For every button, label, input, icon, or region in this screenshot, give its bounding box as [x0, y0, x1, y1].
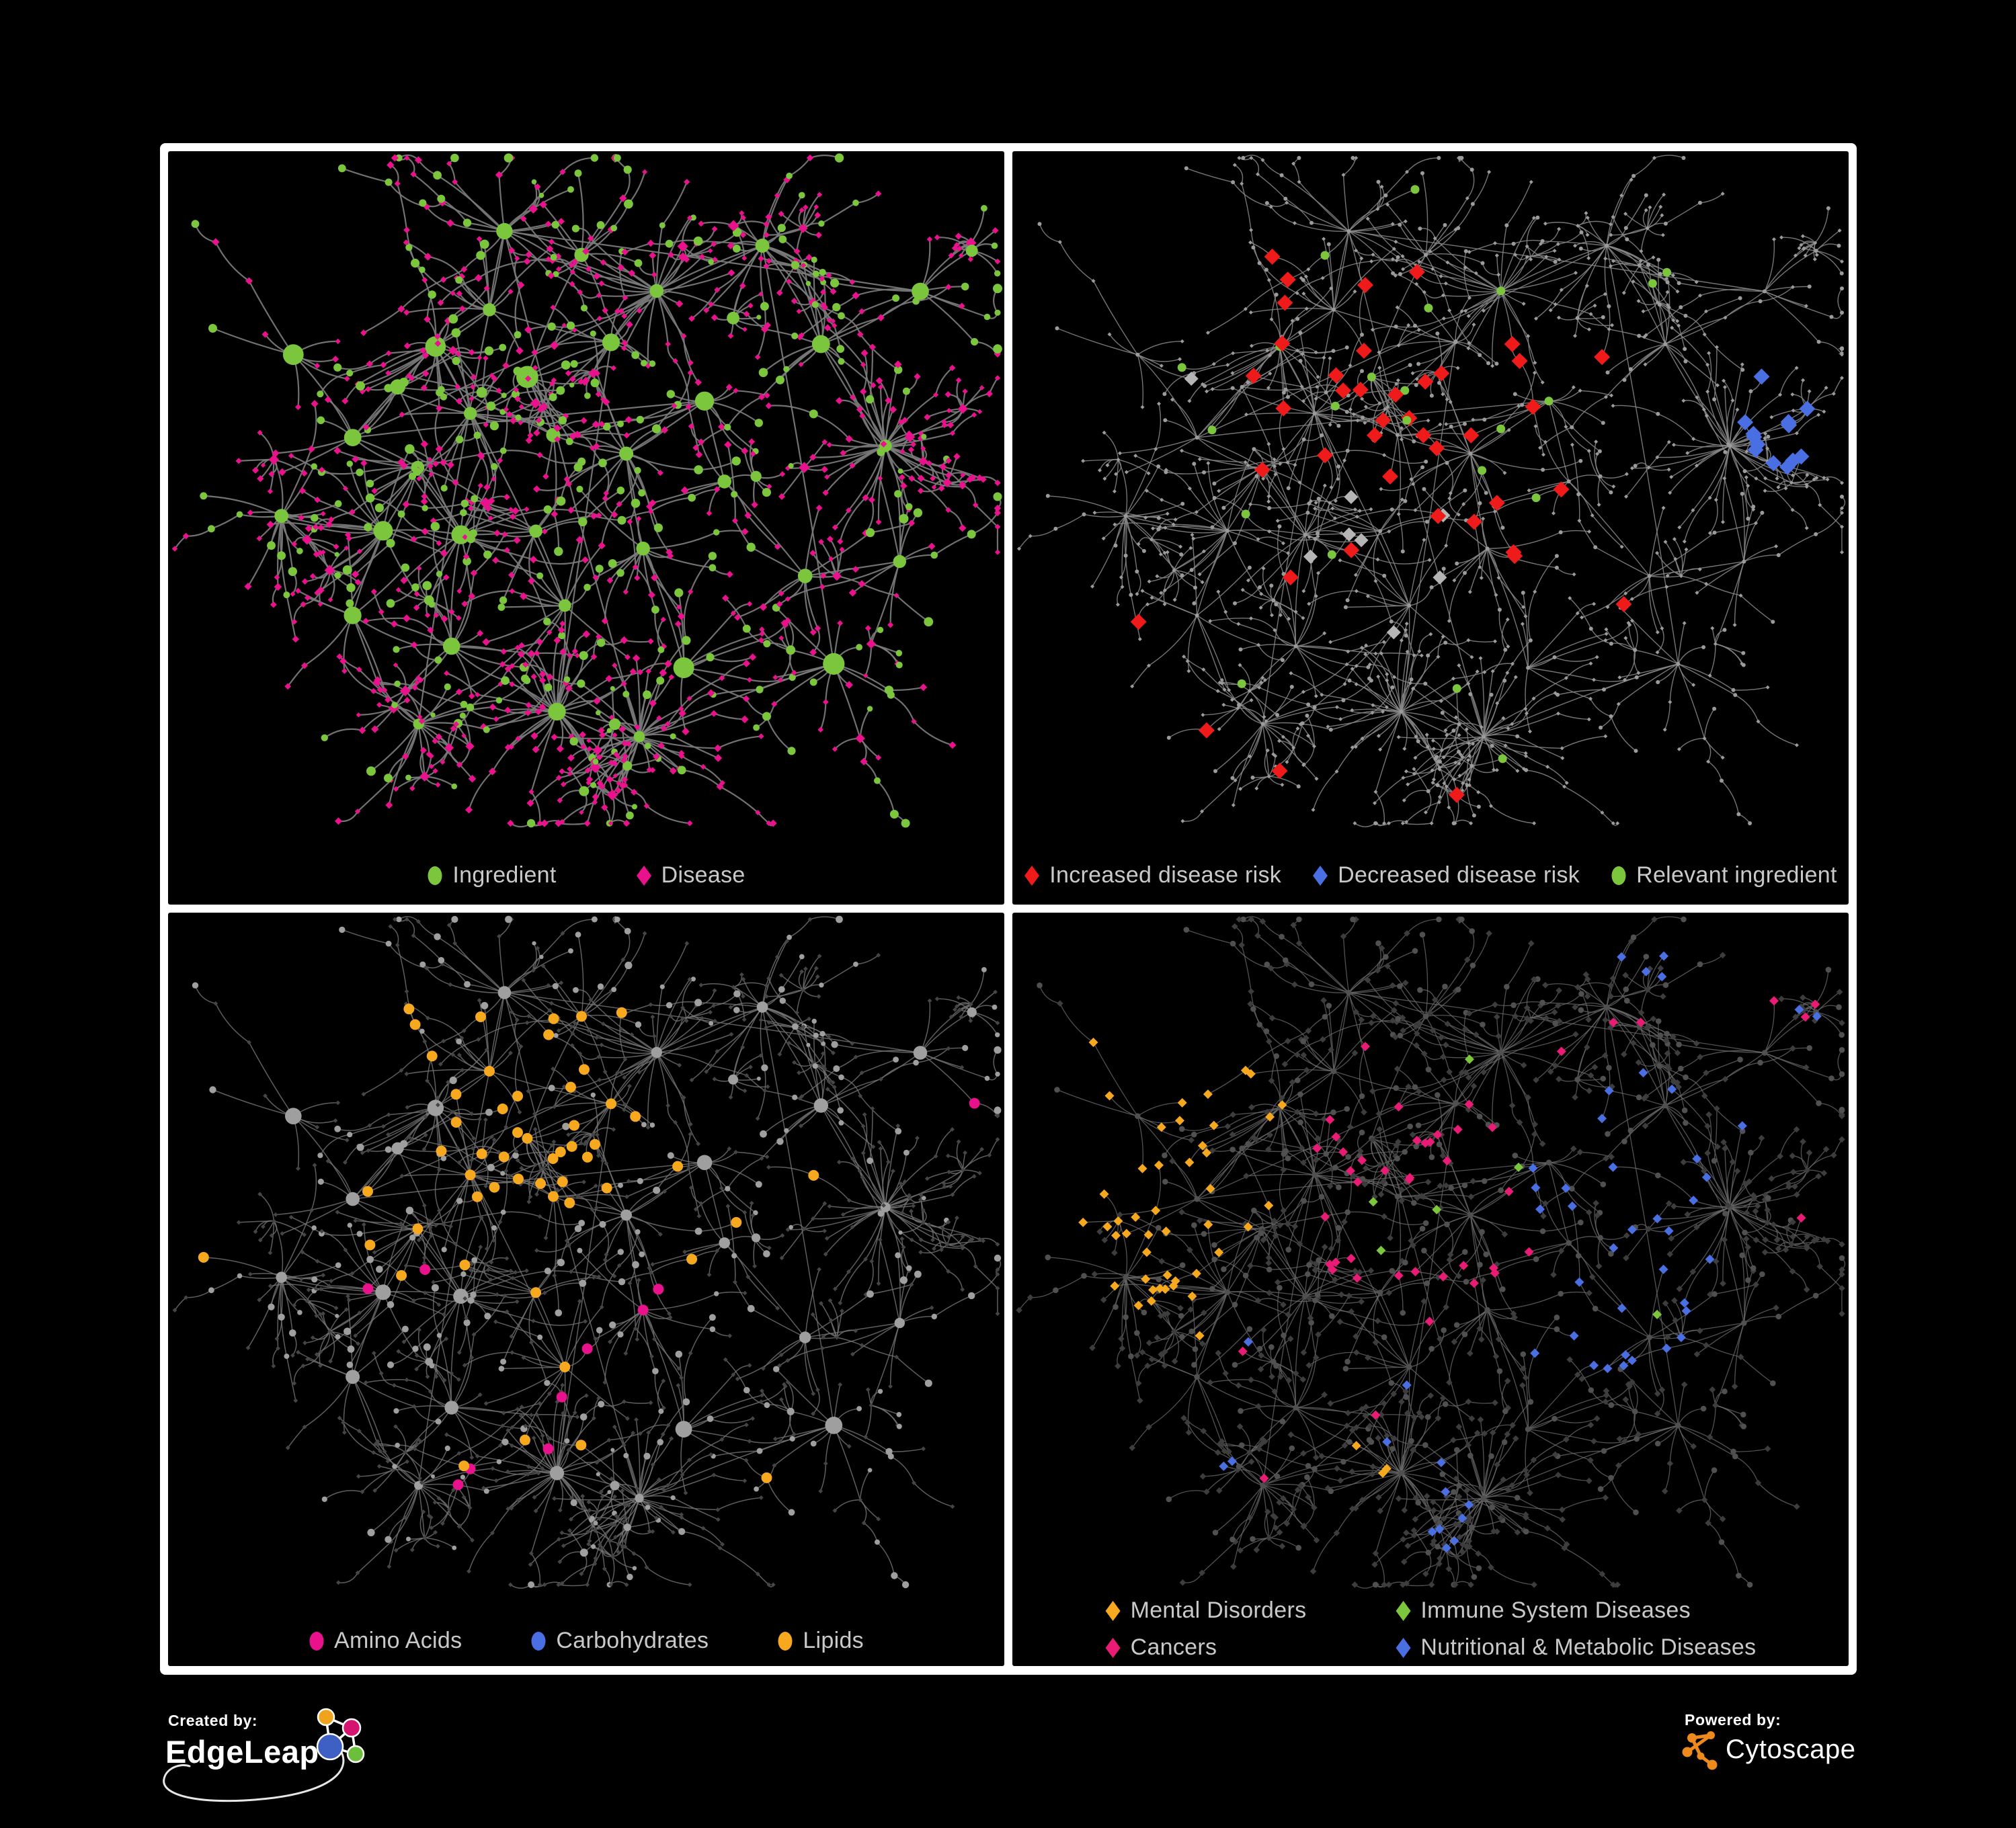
cytoscape-lockup: Cytoscape — [1682, 1729, 1855, 1770]
edgeleap-logo: Created by: EdgeLeap — [161, 1708, 551, 1828]
disease-risk-network — [1017, 155, 1846, 827]
relevant-ingredient-swatch-icon — [1611, 866, 1626, 885]
legend-label: Disease — [661, 862, 745, 888]
legend-label: Ingredient — [452, 862, 557, 888]
lipids-swatch-icon — [778, 1631, 793, 1651]
ingredient-swatch-icon — [428, 866, 442, 885]
legend-item-ingredient: Ingredient — [427, 862, 556, 888]
legend-item-nutritional-metabolic-diseases: Nutritional & Metabolic Diseases — [1395, 1634, 1756, 1661]
legend-label: Mental Disorders — [1130, 1597, 1307, 1623]
panel-grid-frame: Ingredient Disease Increased disease risk… — [160, 143, 1857, 1675]
immune-system-diseases-swatch-icon — [1396, 1600, 1411, 1621]
mental-disorders-swatch-icon — [1105, 1600, 1121, 1621]
ingredient-classes-network — [172, 915, 1002, 1589]
cytoscape-network-icon — [1682, 1731, 1718, 1770]
legend-label: Increased disease risk — [1049, 862, 1282, 888]
legend-item-carbohydrates: Carbohydrates — [530, 1628, 709, 1654]
panel-disease-risk: Increased disease risk Decreased disease … — [1012, 151, 1849, 905]
legend-ingredient-disease: Ingredient Disease — [168, 862, 1004, 888]
legend-item-immune-system-diseases: Immune System Diseases — [1395, 1597, 1691, 1624]
panel-ingredient-classes: Amino Acids Carbohydrates Lipids — [168, 913, 1004, 1666]
ingredient-disease-network — [171, 153, 1002, 828]
legend-ingredient-classes: Amino Acids Carbohydrates Lipids — [168, 1628, 1004, 1654]
panel-ingredient-disease: Ingredient Disease — [168, 151, 1004, 905]
legend-label: Carbohydrates — [556, 1628, 709, 1653]
increased-disease-risk-swatch-icon — [1024, 865, 1040, 886]
carbohydrates-swatch-icon — [531, 1631, 546, 1651]
legend-label: Lipids — [803, 1628, 864, 1653]
legend-label: Nutritional & Metabolic Diseases — [1420, 1634, 1757, 1660]
legend-label: Cancers — [1130, 1634, 1217, 1660]
amino-acids-swatch-icon — [309, 1631, 324, 1651]
created-by-label: Created by: — [168, 1712, 258, 1729]
edgeleap-network-icon — [316, 1708, 365, 1763]
legend-item-lipids: Lipids — [777, 1628, 864, 1654]
legend-item-mental-disorders: Mental Disorders — [1105, 1597, 1307, 1624]
cytoscape-wordmark: Cytoscape — [1726, 1734, 1856, 1764]
panel-disease-classes: Mental Disorders Immune System Diseases Ca… — [1012, 913, 1849, 1666]
cancers-swatch-icon — [1105, 1637, 1121, 1658]
legend-item-disease: Disease — [636, 862, 745, 888]
cytoscape-logo: Powered by: Cytoscape — [1682, 1711, 1910, 1792]
legend-label: Relevant ingredient — [1636, 862, 1837, 888]
legend-label: Decreased disease risk — [1338, 862, 1580, 888]
legend-item-amino-acids: Amino Acids — [309, 1628, 462, 1654]
legend-item-decreased-disease-risk: Decreased disease risk — [1312, 862, 1580, 888]
nutritional-metabolic-diseases-swatch-icon — [1396, 1637, 1411, 1658]
legend-label: Amino Acids — [334, 1628, 462, 1653]
edgeleap-wordmark: EdgeLeap — [165, 1734, 319, 1770]
disease-classes-network — [1016, 916, 1846, 1589]
legend-label: Immune System Diseases — [1420, 1597, 1691, 1623]
edgeleap-swoosh-icon — [163, 1741, 345, 1802]
legend-disease-classes: Mental Disorders Immune System Diseases Ca… — [1105, 1597, 1757, 1661]
legend-disease-risk: Increased disease risk Decreased disease … — [1012, 862, 1849, 888]
decreased-disease-risk-swatch-icon — [1313, 865, 1328, 886]
powered-by-label: Powered by: — [1685, 1711, 1781, 1729]
legend-item-cancers: Cancers — [1105, 1634, 1217, 1661]
legend-item-relevant-ingredient: Relevant ingredient — [1611, 862, 1837, 888]
disease-swatch-icon — [636, 865, 651, 886]
legend-item-increased-disease-risk: Increased disease risk — [1024, 862, 1281, 888]
